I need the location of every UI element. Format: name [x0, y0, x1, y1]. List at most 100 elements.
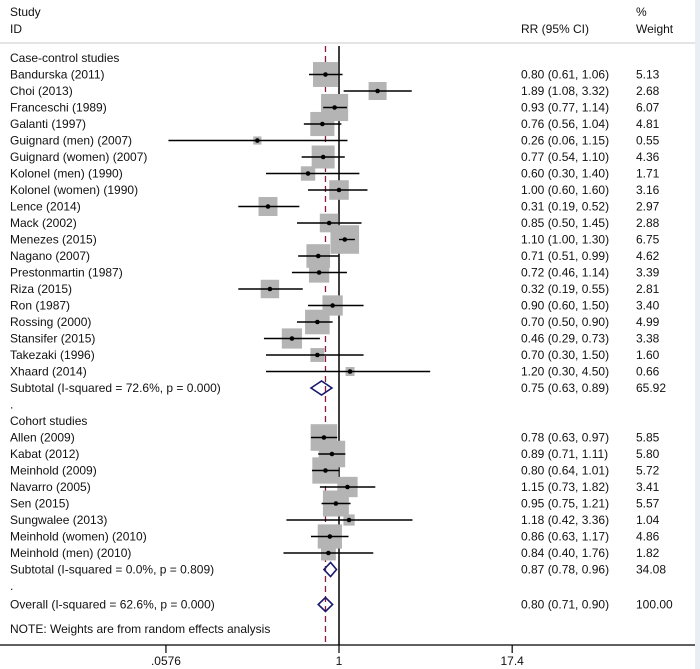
ci-text: 0.76 (0.56, 1.04): [521, 117, 609, 131]
header-study: Study: [10, 5, 41, 19]
ci-text: 0.32 (0.19, 0.55): [521, 282, 609, 296]
weight-text: 5.85: [636, 431, 660, 445]
weight-text: 5.80: [636, 447, 660, 461]
row-label: Riza (2015): [10, 282, 72, 296]
point-estimate: [267, 286, 273, 292]
weight-text: 34.08: [636, 563, 666, 577]
point-estimate: [323, 468, 328, 473]
row-label: Bandurska (2011): [10, 68, 105, 82]
ci-text: 0.26 (0.06, 1.15): [521, 134, 609, 148]
ci-text: 1.10 (1.00, 1.30): [521, 233, 609, 247]
ci-text: 0.71 (0.51, 0.99): [521, 249, 609, 263]
point-estimate: [342, 237, 348, 242]
pooled-diamond: [309, 380, 334, 396]
weight-text: 65.92: [636, 381, 666, 395]
ci-text: 1.20 (0.30, 4.50): [521, 365, 609, 379]
point-estimate: [332, 105, 337, 110]
weight-text: 4.99: [636, 315, 660, 329]
weight-text: 2.68: [636, 84, 660, 98]
pooled-diamond: [317, 596, 334, 613]
weight-text: 6.75: [636, 233, 660, 247]
point-estimate: [345, 484, 350, 490]
point-estimate: [320, 154, 326, 160]
weight-text: 4.62: [636, 249, 660, 263]
weight-text: 3.40: [636, 299, 660, 313]
point-estimate: [330, 303, 335, 308]
weight-text: 3.39: [636, 266, 660, 280]
weight-text: 5.13: [636, 68, 660, 82]
point-estimate: [289, 336, 295, 341]
ci-text: 1.18 (0.42, 3.36): [521, 513, 609, 527]
row-label: .: [10, 579, 13, 593]
weight-text: 3.41: [636, 480, 660, 494]
weight-text: 3.38: [636, 332, 660, 346]
weight-text: 0.55: [636, 134, 660, 148]
ci-text: 0.84 (0.40, 1.76): [521, 546, 609, 560]
point-estimate: [305, 171, 311, 176]
point-estimate: [336, 187, 342, 193]
row-label: Subtotal (I-squared = 0.0%, p = 0.809): [10, 563, 214, 577]
point-estimate: [320, 121, 325, 127]
weight-text: 3.16: [636, 183, 660, 197]
ci-text: 0.89 (0.71, 1.11): [521, 447, 608, 461]
point-estimate: [316, 270, 322, 275]
ci-text: 0.46 (0.29, 0.73): [521, 332, 609, 346]
ci-text: 0.93 (0.77, 1.14): [521, 101, 609, 115]
header-weight: Weight: [636, 22, 674, 36]
row-label: Xhaard (2014): [10, 365, 87, 379]
point-estimate: [333, 501, 339, 506]
row-label: Takezaki (1996): [10, 348, 95, 362]
x-tick-label: 17.4: [501, 654, 525, 668]
ci-text: 1.89 (1.08, 3.32): [521, 84, 609, 98]
ci-text: 0.90 (0.60, 1.50): [521, 299, 609, 313]
weight-text: 1.04: [636, 513, 660, 527]
ci-text: 1.15 (0.73, 1.82): [521, 480, 609, 494]
row-label: Franceschi (1989): [10, 101, 107, 115]
ci-text: 0.75 (0.63, 0.89): [521, 381, 609, 395]
row-label: Prestonmartin (1987): [10, 266, 123, 280]
point-estimate: [315, 253, 321, 259]
row-label: Menezes (2015): [10, 233, 97, 247]
row-label: Rossing (2000): [10, 315, 91, 329]
row-label: Ron (1987): [10, 299, 70, 313]
ci-text: 0.77 (0.54, 1.10): [521, 150, 609, 164]
row-label: Lence (2014): [10, 200, 81, 214]
weight-text: 100.00: [636, 598, 673, 612]
row-label: Meinhold (women) (2010): [10, 530, 147, 544]
row-label: Galanti (1997): [10, 117, 86, 131]
row-label: Stansifer (2015): [10, 332, 95, 346]
row-label: Cohort studies: [10, 414, 87, 428]
ci-text: 0.86 (0.63, 1.17): [521, 530, 609, 544]
ci-text: 0.31 (0.19, 0.52): [521, 200, 609, 214]
point-estimate: [315, 319, 320, 325]
point-estimate: [346, 517, 352, 523]
row-label: Sen (2015): [10, 497, 69, 511]
ci-text: 0.87 (0.78, 0.96): [521, 563, 609, 577]
header-effect: RR (95% CI): [521, 22, 589, 36]
row-label: Navarro (2005): [10, 480, 91, 494]
weight-text: 4.86: [636, 530, 660, 544]
point-estimate: [347, 369, 353, 374]
weight-text: 2.81: [636, 282, 660, 296]
point-estimate: [255, 138, 260, 143]
row-label: Nagano (2007): [10, 249, 90, 263]
point-estimate: [323, 72, 328, 77]
row-label: Sungwalee (2013): [10, 513, 107, 527]
window-edge: [695, 0, 700, 669]
x-tick-label: 1: [336, 654, 343, 668]
pooled-diamond: [322, 561, 338, 578]
point-estimate: [326, 220, 332, 226]
point-estimate: [321, 435, 327, 440]
row-label: Kabat (2012): [10, 447, 79, 461]
weight-text: 5.57: [636, 497, 660, 511]
ci-text: 1.00 (0.60, 1.60): [521, 183, 609, 197]
row-label: Overall (I-squared = 62.6%, p = 0.000): [10, 598, 215, 612]
ci-text: 0.72 (0.46, 1.14): [521, 266, 609, 280]
ci-text: 0.80 (0.64, 1.01): [521, 464, 609, 478]
row-label: .: [10, 398, 13, 412]
point-estimate: [375, 88, 380, 94]
ci-text: 0.70 (0.50, 0.90): [521, 315, 609, 329]
weight-text: 0.66: [636, 365, 660, 379]
row-label: Choi (2013): [10, 84, 73, 98]
ci-text: 0.78 (0.63, 0.97): [521, 431, 609, 445]
